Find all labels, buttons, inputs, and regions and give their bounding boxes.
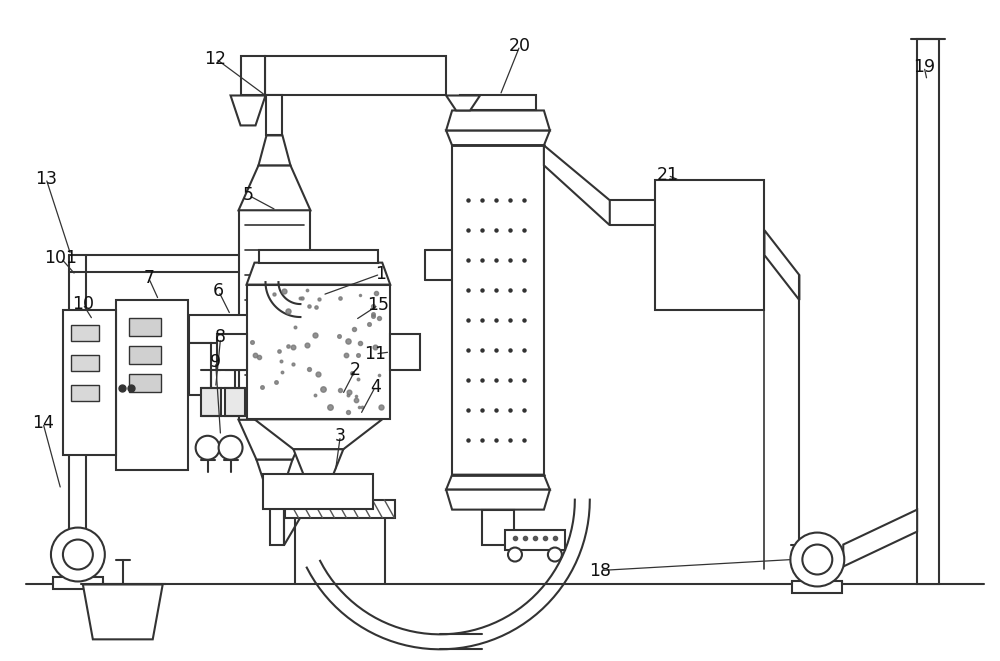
Polygon shape <box>239 420 310 460</box>
Polygon shape <box>257 460 292 490</box>
Bar <box>129 318 161 336</box>
Bar <box>189 343 211 395</box>
Polygon shape <box>266 95 282 136</box>
Text: 4: 4 <box>370 377 381 395</box>
Bar <box>460 95 536 110</box>
Bar <box>390 334 420 370</box>
Text: 10: 10 <box>72 295 94 313</box>
Text: 9: 9 <box>210 353 221 371</box>
Polygon shape <box>241 56 265 95</box>
Bar <box>71 355 99 371</box>
Bar <box>263 474 373 509</box>
Bar <box>792 582 842 594</box>
Text: 5: 5 <box>243 186 254 204</box>
Circle shape <box>790 533 844 586</box>
Text: 21: 21 <box>657 167 679 184</box>
Text: 6: 6 <box>213 282 224 300</box>
Text: 7: 7 <box>143 269 154 287</box>
Polygon shape <box>446 130 550 145</box>
Text: 11: 11 <box>364 344 386 363</box>
Circle shape <box>196 436 220 460</box>
Polygon shape <box>259 136 290 165</box>
Text: 15: 15 <box>367 296 389 315</box>
Polygon shape <box>544 145 610 225</box>
Text: 19: 19 <box>913 58 935 75</box>
Polygon shape <box>764 230 799 300</box>
Bar <box>53 578 103 590</box>
Circle shape <box>802 545 832 574</box>
Text: 101: 101 <box>44 249 77 267</box>
Text: 18: 18 <box>589 563 611 580</box>
Circle shape <box>508 547 522 561</box>
Text: 8: 8 <box>215 328 226 346</box>
Bar <box>71 385 99 401</box>
Bar <box>189 315 251 343</box>
Bar <box>482 510 514 545</box>
Polygon shape <box>843 510 917 566</box>
Text: 14: 14 <box>32 414 54 432</box>
Text: 2: 2 <box>350 361 361 379</box>
Bar <box>116 300 188 470</box>
Bar <box>129 346 161 364</box>
Polygon shape <box>446 475 550 490</box>
Polygon shape <box>505 529 565 549</box>
Bar <box>239 210 310 420</box>
Bar <box>225 388 245 416</box>
Text: 12: 12 <box>205 50 227 67</box>
Bar <box>71 325 99 341</box>
Bar <box>285 500 395 518</box>
Text: 20: 20 <box>509 36 531 55</box>
Bar <box>270 490 284 545</box>
Text: 3: 3 <box>335 427 346 445</box>
Bar <box>259 250 378 262</box>
Polygon shape <box>231 95 265 126</box>
Bar <box>217 334 247 370</box>
Circle shape <box>63 539 93 570</box>
Bar <box>917 38 939 584</box>
Polygon shape <box>446 110 550 130</box>
Polygon shape <box>446 95 480 110</box>
Polygon shape <box>83 584 163 639</box>
Polygon shape <box>239 165 310 210</box>
Bar <box>655 180 764 310</box>
Bar <box>129 374 161 392</box>
Bar <box>452 145 544 475</box>
Polygon shape <box>265 56 446 95</box>
Circle shape <box>548 547 562 561</box>
Polygon shape <box>446 490 550 510</box>
Circle shape <box>219 436 243 460</box>
Text: 13: 13 <box>35 170 57 188</box>
Text: 1: 1 <box>375 266 386 284</box>
Polygon shape <box>293 449 343 474</box>
Circle shape <box>51 527 105 582</box>
Bar <box>63 310 116 455</box>
Polygon shape <box>247 262 390 285</box>
Bar <box>201 388 221 416</box>
Polygon shape <box>255 419 382 449</box>
Bar <box>247 285 390 419</box>
